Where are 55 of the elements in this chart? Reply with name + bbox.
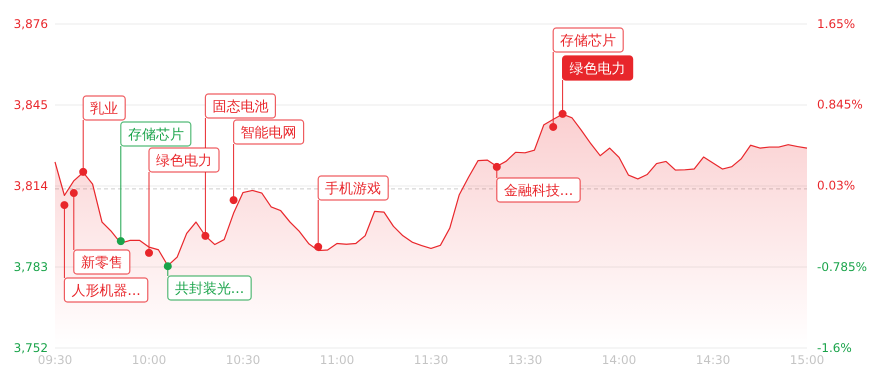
y-tick-label: 3,845 — [14, 98, 48, 112]
data-label: 人形机器... — [71, 283, 141, 299]
point — [116, 237, 125, 246]
y-tick-label: 3,876 — [14, 17, 48, 31]
x-tick-label: 15:00 — [790, 353, 824, 367]
annotation: 绿色电力 — [148, 147, 220, 173]
point — [70, 189, 78, 198]
data-label: 手机游戏 — [325, 181, 382, 197]
data-label: 绿色电力 — [570, 61, 626, 77]
x-tick-label: 10:30 — [226, 353, 260, 367]
annotation: 人形机器... — [64, 277, 148, 303]
point — [230, 196, 238, 204]
annotation: 存储芯片 — [120, 121, 192, 147]
point — [145, 248, 153, 257]
x-tick-label: 11:00 — [320, 353, 354, 367]
data-label: 乳业 — [90, 101, 118, 117]
y2-tick-label: 0.03% — [817, 178, 856, 192]
annotation: 绿色电力 — [562, 55, 634, 81]
y-tick-label: 3,752 — [14, 341, 48, 355]
y2-tick-label: -1.6% — [817, 341, 852, 355]
annotation: 乳业 — [82, 95, 126, 121]
y-tick-label: 3,783 — [14, 260, 48, 274]
point — [314, 242, 322, 251]
annotation: 金融科技... — [496, 177, 581, 203]
data-label: 存储芯片 — [560, 33, 616, 49]
point — [164, 262, 172, 270]
y2-tick-label: 0.845% — [817, 97, 863, 112]
annotation: 新零售 — [73, 249, 130, 275]
x-tick-label: 10:00 — [132, 353, 166, 367]
annotation: 存储芯片 — [552, 27, 624, 53]
x-tick-label: 09:30 — [38, 353, 72, 367]
point — [201, 232, 210, 240]
data-label: 共封装光... — [174, 281, 244, 297]
data-label: 固态电池 — [212, 99, 268, 115]
annotation: 共封装光... — [167, 275, 252, 301]
annotation: 手机游戏 — [318, 175, 389, 201]
point — [492, 162, 501, 171]
x-tick-label: 14:30 — [696, 353, 730, 367]
point — [549, 122, 558, 131]
x-tick-label: 11:30 — [414, 353, 448, 367]
y2-tick-label: 1.65% — [817, 17, 856, 31]
data-label: 新零售 — [80, 255, 123, 271]
data-label: 金融科技... — [504, 183, 574, 199]
data-label: 绿色电力 — [156, 153, 212, 169]
point — [60, 201, 68, 210]
annotation: 智能电网 — [233, 119, 304, 145]
x-tick-label: 14:00 — [602, 353, 636, 367]
data-label: 智能电网 — [240, 125, 297, 141]
y2-tick-label: -0.785% — [817, 260, 868, 274]
annotation: 固态电池 — [204, 93, 276, 119]
x-tick-label: 13:30 — [508, 353, 542, 367]
point — [558, 110, 567, 118]
point — [79, 168, 88, 176]
data-label: 存储芯片 — [128, 127, 184, 143]
y-tick-label: 3,814 — [14, 179, 48, 193]
